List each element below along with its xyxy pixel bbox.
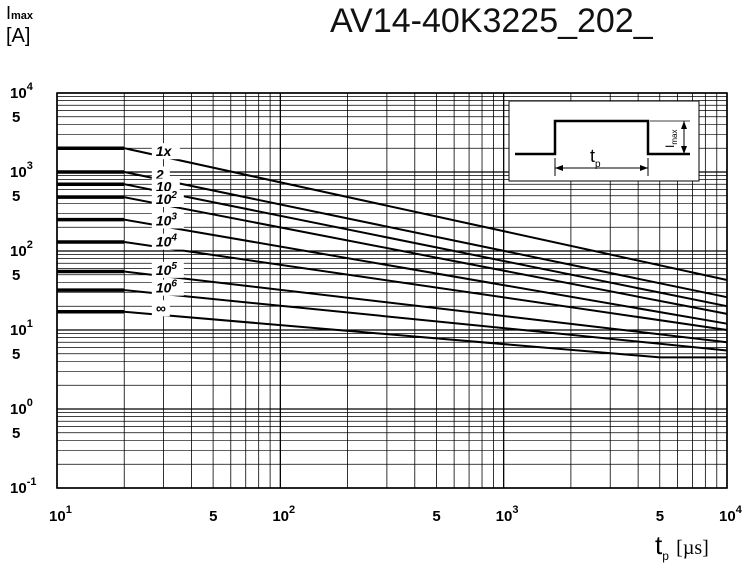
y-tick-label-text: 104: [10, 81, 34, 102]
inset-tp-sub: p: [595, 159, 601, 170]
series-label-exponent: 5: [171, 261, 177, 272]
tick-exponent: 2: [27, 239, 33, 251]
y-tick-label: 10-1: [10, 476, 36, 497]
tick-exponent: 3: [512, 504, 518, 516]
pulse-inset: tpImax: [509, 101, 699, 181]
series-label-base: ∞: [156, 300, 166, 316]
y-tick-label-text: 100: [10, 397, 33, 418]
x-tick-label-text: 5: [209, 508, 217, 525]
x-tick-label-text: 5: [432, 508, 440, 525]
y-tick-label-text: 5: [12, 267, 20, 284]
tick-base: 10: [496, 508, 513, 525]
y-tick-label-text: 101: [10, 318, 33, 339]
tick-exponent: -1: [27, 476, 37, 488]
series-line: [124, 184, 727, 306]
series-label: ∞: [156, 300, 166, 316]
series-label-base: 10: [156, 262, 172, 278]
y-tick-label-text: 5: [12, 425, 20, 442]
series-label-base: 10: [156, 191, 172, 207]
tick-exponent: 0: [27, 397, 33, 409]
x-tick-label: 5: [209, 508, 217, 525]
series-label-exponent: 3: [171, 211, 177, 222]
tick-base: 10: [719, 508, 736, 525]
tick-exponent: 1: [66, 504, 72, 516]
y-tick-label-text: 10-1: [10, 476, 36, 497]
series-label: 1x: [156, 143, 173, 159]
y-tick-label: 104: [10, 81, 34, 102]
x-tick-label-text: 101: [49, 504, 72, 525]
tick-exponent: 2: [289, 504, 295, 516]
x-tick-label-text: 103: [496, 504, 519, 525]
y-tick-label: 5: [12, 267, 20, 284]
y-tick-label: 5: [12, 425, 20, 442]
tick-exponent: 4: [736, 504, 743, 516]
series-label-exponent: 4: [170, 233, 177, 244]
tick-base: 5: [209, 508, 217, 525]
tick-base: 5: [12, 425, 20, 442]
y-tick-label-text: 103: [10, 160, 33, 181]
inset-imax-sub: max: [670, 130, 679, 145]
x-tick-label: 104: [719, 504, 743, 525]
x-tick-label: 101: [49, 504, 72, 525]
y-tick-label: 5: [12, 346, 20, 363]
tick-base: 5: [12, 109, 20, 126]
tick-base: 5: [12, 267, 20, 284]
y-tick-label-text: 5: [12, 109, 20, 126]
series-label-base: 10: [156, 280, 172, 296]
tick-base: 10: [272, 508, 289, 525]
series-label-exponent: 6: [171, 279, 177, 290]
x-tick-label: 103: [496, 504, 519, 525]
tick-exponent: 3: [27, 160, 33, 172]
y-tick-label: 5: [12, 188, 20, 205]
tick-base: 10: [10, 322, 27, 339]
series-line: [124, 312, 727, 358]
y-tick-label: 100: [10, 397, 33, 418]
x-tick-label: 102: [272, 504, 295, 525]
series-label-base: 1x: [156, 143, 173, 159]
tick-base: 5: [432, 508, 440, 525]
y-tick-label-text: 5: [12, 346, 20, 363]
x-tick-label: 5: [432, 508, 440, 525]
series-label-exponent: 2: [170, 190, 177, 201]
tick-base: 10: [10, 243, 27, 260]
tick-base: 10: [10, 85, 27, 102]
y-tick-label-text: 5: [12, 188, 20, 205]
tick-base: 5: [12, 346, 20, 363]
series-label-base: 10: [156, 212, 172, 228]
tick-base: 10: [10, 480, 27, 497]
tick-exponent: 4: [27, 81, 34, 93]
x-tick-label: 5: [656, 508, 664, 525]
tick-base: 10: [10, 164, 27, 181]
tick-base: 5: [12, 188, 20, 205]
x-tick-label-text: 5: [656, 508, 664, 525]
tick-base: 10: [10, 401, 27, 418]
series-label-base: 10: [156, 234, 172, 250]
y-tick-label-text: 102: [10, 239, 33, 260]
y-tick-label: 101: [10, 318, 33, 339]
tick-exponent: 1: [27, 318, 33, 330]
y-tick-label: 103: [10, 160, 33, 181]
tick-base: 5: [656, 508, 664, 525]
y-tick-label: 5: [12, 109, 20, 126]
x-tick-label-text: 104: [719, 504, 743, 525]
tick-base: 10: [49, 508, 66, 525]
y-tick-label: 102: [10, 239, 33, 260]
x-tick-label-text: 102: [272, 504, 295, 525]
